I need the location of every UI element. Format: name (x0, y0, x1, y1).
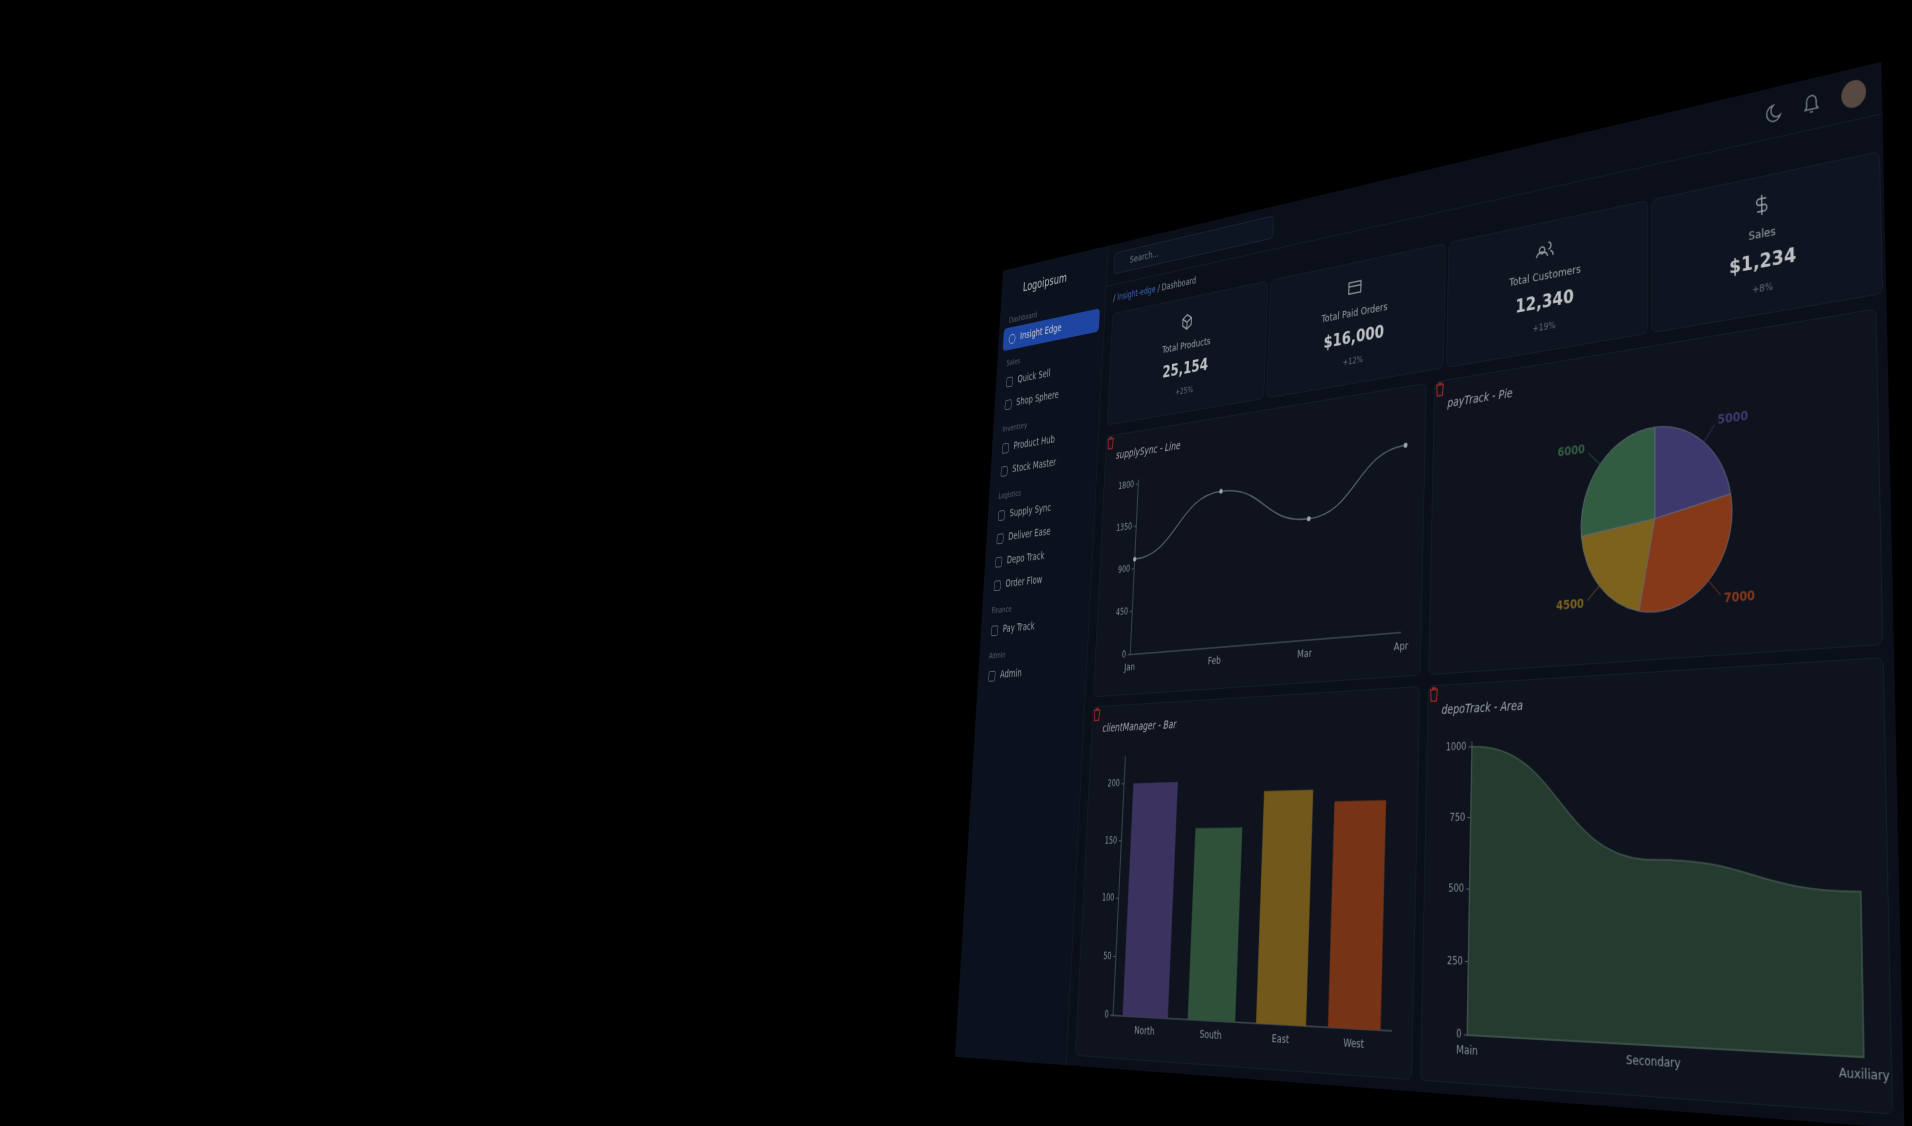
x-tick-label: Jan (1123, 662, 1135, 674)
data-label: 6000 (1557, 442, 1585, 461)
leader-line (1588, 451, 1600, 466)
chart-panel: clientManager - Bar 0 50 100 150 200 North Sout… (1075, 686, 1420, 1080)
icon-path (1349, 281, 1361, 295)
x-tick-label: Mar (1297, 648, 1313, 661)
chart-panel: supplySync - Line 0 450 900 1350 1800 Jan Feb Ma… (1093, 383, 1426, 697)
delete-button[interactable] (1435, 381, 1446, 398)
stat-icon (1750, 189, 1774, 221)
stat-card: Total Customers 12,340 +19% (1446, 200, 1648, 368)
x-tick-label: East (1272, 1033, 1290, 1047)
icon-path (1183, 314, 1192, 330)
x-tick-label: Secondary (1626, 1054, 1680, 1072)
breadcrumb-current: Dashboard (1161, 275, 1196, 293)
delete-button[interactable] (1428, 686, 1439, 703)
point (1133, 557, 1136, 562)
chart-panel: payTrack - Pie 5000 7000 4500 6000 (1428, 308, 1883, 675)
y-tick-label: 0 (1456, 1028, 1462, 1042)
delete-button[interactable] (1106, 435, 1115, 450)
stat-icon (1534, 234, 1555, 264)
bar (1188, 827, 1243, 1022)
stat-card: Total Paid Orders $16,000 +12% (1266, 243, 1446, 399)
point (1404, 442, 1408, 448)
stat-card: Sales $1,234 +8% (1651, 151, 1883, 333)
pie-chart: payTrack - Pie 5000 7000 4500 6000 (1429, 310, 1882, 675)
x-tick-label: South (1199, 1029, 1222, 1043)
chart-title: payTrack - Pie (1446, 386, 1513, 411)
icon-path (1537, 241, 1554, 258)
chart-title: depoTrack - Area (1441, 698, 1523, 718)
point (1307, 516, 1311, 521)
leader-line (1587, 586, 1599, 601)
stat-card: Total Products 25,154 +25% (1107, 281, 1268, 426)
data-label: 5000 (1717, 407, 1748, 427)
y-tick-label: 200 (1107, 778, 1120, 790)
y-axis (1113, 756, 1125, 1015)
y-tick-label: 0 (1104, 1009, 1109, 1021)
y-tick-label: 1800 (1118, 479, 1134, 492)
delete-button[interactable] (1092, 707, 1101, 722)
line (1135, 445, 1406, 559)
data-label: 7000 (1724, 587, 1756, 606)
bar (1256, 790, 1313, 1026)
stat-icon (1179, 309, 1196, 335)
leader-line (1704, 425, 1715, 442)
theme-toggle[interactable] (1767, 104, 1781, 123)
bar (1328, 800, 1386, 1030)
point (1219, 489, 1223, 494)
area-chart: depoTrack - Area 0 250 500 750 1000 Main Second… (1421, 658, 1892, 1113)
y-tick-label: 750 (1450, 811, 1466, 824)
y-tick-label: 900 (1118, 564, 1131, 576)
y-tick-label: 100 (1102, 892, 1115, 904)
x-axis (1130, 633, 1401, 655)
trash-icon (1107, 437, 1114, 449)
trash-icon (1436, 383, 1444, 397)
bar (1123, 782, 1178, 1019)
chart-panel: depoTrack - Area 0 250 500 750 1000 Main Second… (1420, 657, 1893, 1114)
y-tick-label: 0 (1122, 649, 1127, 660)
notifications[interactable] (1805, 94, 1818, 113)
y-tick-label: 1350 (1116, 521, 1132, 534)
chart-title: clientManager - Bar (1102, 718, 1178, 735)
leader-line (1708, 580, 1720, 596)
avatar[interactable] (1841, 77, 1866, 110)
chart-title: supplySync - Line (1116, 439, 1181, 462)
trash-icon (1430, 688, 1438, 702)
breadcrumb-link[interactable]: Insight-edge (1117, 284, 1156, 303)
y-tick-label: 250 (1447, 954, 1463, 968)
x-tick-label: Auxiliary (1839, 1066, 1890, 1084)
search-box[interactable]: Search... (1114, 215, 1274, 274)
y-axis (1130, 480, 1138, 655)
x-tick-label: West (1343, 1037, 1364, 1051)
x-tick-label: Apr (1394, 640, 1409, 653)
bar-chart: clientManager - Bar 0 50 100 150 200 North Sout… (1076, 687, 1420, 1079)
trash-icon (1094, 708, 1101, 720)
area (1467, 731, 1864, 1057)
dashboard: Logoipsum Dashboard Insight Edge Sales Quic… (955, 62, 1904, 1126)
y-tick-label: 450 (1116, 606, 1129, 618)
icon-path (1757, 194, 1767, 216)
line-chart: supplySync - Line 0 450 900 1350 1800 Jan Feb Ma… (1094, 384, 1426, 697)
x-tick-label: North (1134, 1025, 1155, 1038)
y-tick-label: 500 (1448, 882, 1464, 895)
pie-slice (1581, 427, 1655, 536)
y-tick-label: 1000 (1446, 741, 1467, 755)
top-icons (1750, 70, 1879, 136)
x-tick-label: Feb (1208, 655, 1221, 668)
y-tick-label: 50 (1103, 950, 1112, 962)
data-label: 4500 (1556, 596, 1585, 614)
y-tick-label: 150 (1105, 835, 1118, 847)
x-tick-label: Main (1456, 1044, 1478, 1059)
stat-icon (1346, 274, 1365, 302)
